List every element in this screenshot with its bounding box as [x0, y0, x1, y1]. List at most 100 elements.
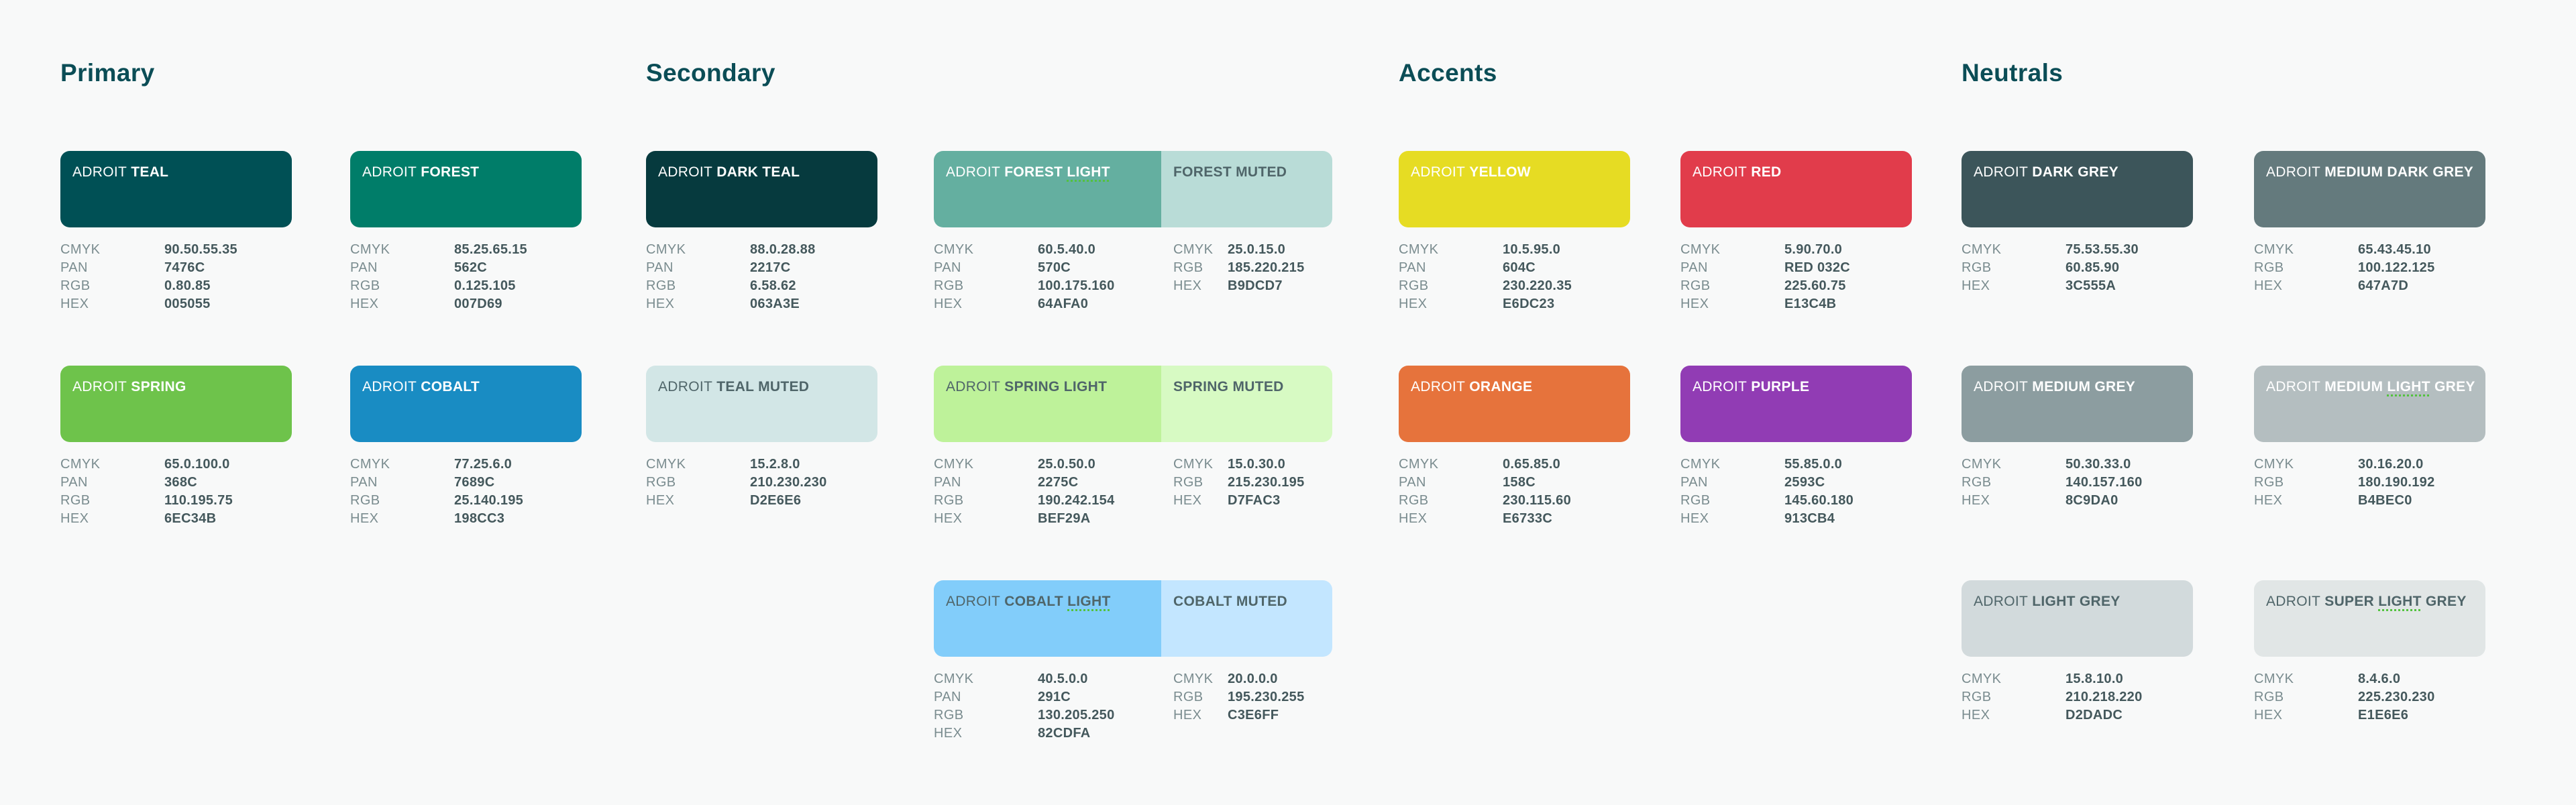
swatch-value-table: CMYK 40.5.0.0 PAN 291C RGB 130.205.250 HEX 82CD…	[934, 670, 1161, 743]
swatch-brand-prefix: ADROIT	[2266, 379, 2325, 394]
color-swatch: ADROIT SUPER LIGHT GREY	[2254, 580, 2485, 657]
swatch-color-name: RED	[1751, 164, 1782, 180]
value-text: 180.190.192	[2358, 475, 2435, 490]
spellcheck-squiggle: LIGHT	[1067, 594, 1111, 609]
value-format-label: PAN	[934, 690, 961, 704]
value-format-label: HEX	[646, 493, 675, 508]
value-row: RGB 180.190.192	[2254, 474, 2485, 492]
value-text: C3E6FF	[1228, 708, 1279, 722]
value-format-label: RGB	[1962, 475, 1992, 490]
value-format-label: PAN	[934, 260, 961, 275]
value-text: 60.5.40.0	[1038, 242, 1096, 257]
swatch-label: ADROIT TEAL	[72, 164, 280, 180]
swatch-color-name: DARK TEAL	[716, 164, 800, 180]
swatch-brand-prefix: ADROIT	[658, 164, 717, 180]
value-format-label: CMYK	[934, 672, 974, 686]
swatch-color-name: FOREST MUTED	[1173, 164, 1287, 180]
swatch-color-name: TEAL MUTED	[716, 379, 810, 394]
value-row: HEX D7FAC3	[1173, 492, 1332, 510]
value-text: 55.85.0.0	[1784, 457, 1843, 472]
value-text: 15.0.30.0	[1228, 457, 1286, 472]
value-format-label: PAN	[1680, 475, 1708, 490]
value-row: HEX 913CB4	[1680, 510, 1912, 528]
value-row: CMYK 20.0.0.0	[1173, 670, 1332, 688]
value-format-label: CMYK	[1680, 457, 1721, 472]
color-swatch-card: ADROIT TEAL CMYK 90.50.55.35 PAN 7476C RGB 0.…	[60, 151, 292, 313]
swatch-brand-prefix: ADROIT	[72, 379, 131, 394]
value-row: CMYK 88.0.28.88	[646, 241, 877, 259]
value-row: CMYK 90.50.55.35	[60, 241, 292, 259]
color-swatch: ADROIT DARK TEAL	[646, 151, 877, 227]
value-text: 063A3E	[750, 297, 800, 311]
value-format-label: CMYK	[350, 457, 390, 472]
value-row: PAN 604C	[1399, 259, 1630, 277]
value-row: HEX E1E6E6	[2254, 706, 2485, 724]
color-swatch-card: ADROIT FOREST LIGHT CMYK 60.5.40.0 PAN 570C…	[934, 151, 1161, 313]
section-title-accents: Accents	[1399, 59, 1497, 87]
color-swatch-card: ADROIT SUPER LIGHT GREY CMYK 8.4.6.0 RGB 22…	[2254, 580, 2485, 724]
value-text: 5.90.70.0	[1784, 242, 1843, 257]
value-text: 185.220.215	[1228, 260, 1305, 275]
value-row: HEX 063A3E	[646, 295, 877, 313]
swatch-color-name: MEDIUM LIGHT GREY	[2324, 379, 2475, 394]
value-text: 225.60.75	[1784, 278, 1846, 293]
swatch-label: ADROIT SPRING	[72, 379, 280, 395]
value-format-label: RGB	[60, 493, 91, 508]
value-format-label: HEX	[350, 297, 379, 311]
swatch-label: ADROIT YELLOW	[1411, 164, 1618, 180]
swatch-value-table: CMYK 77.25.6.0 PAN 7689C RGB 25.140.195 HEX 198…	[350, 455, 582, 528]
value-text: 0.65.85.0	[1503, 457, 1561, 472]
value-row: RGB 130.205.250	[934, 706, 1161, 724]
value-row: RGB 0.80.85	[60, 277, 292, 295]
value-format-label: HEX	[350, 511, 379, 526]
value-format-label: HEX	[934, 511, 963, 526]
color-swatch: ADROIT FOREST LIGHT	[934, 151, 1161, 227]
color-swatch-card: ADROIT COBALT LIGHT CMYK 40.5.0.0 PAN 291C R…	[934, 580, 1161, 743]
color-swatch: ADROIT RED	[1680, 151, 1912, 227]
value-text: 88.0.28.88	[750, 242, 816, 257]
color-swatch: ADROIT MEDIUM DARK GREY	[2254, 151, 2485, 227]
value-text: 562C	[454, 260, 488, 275]
value-format-label: PAN	[60, 260, 88, 275]
swatch-brand-prefix: ADROIT	[658, 379, 717, 394]
value-row: PAN RED 032C	[1680, 259, 1912, 277]
swatch-color-name: SPRING LIGHT	[1004, 379, 1108, 394]
swatch-label: ADROIT ORANGE	[1411, 379, 1618, 395]
swatch-label: COBALT MUTED	[1173, 594, 1320, 610]
swatch-color-name: FOREST	[421, 164, 480, 180]
swatch-label: SPRING MUTED	[1173, 379, 1320, 395]
value-row: HEX 8C9DA0	[1962, 492, 2193, 510]
color-swatch: ADROIT TEAL MUTED	[646, 366, 877, 442]
value-row: HEX D2E6E6	[646, 492, 877, 510]
color-swatch-card: ADROIT ORANGE CMYK 0.65.85.0 PAN 158C RGB 230…	[1399, 366, 1630, 528]
swatch-brand-prefix: ADROIT	[1693, 379, 1752, 394]
value-text: 8.4.6.0	[2358, 672, 2401, 686]
value-format-label: CMYK	[1173, 457, 1214, 472]
value-format-label: RGB	[1399, 278, 1429, 293]
value-row: RGB 230.115.60	[1399, 492, 1630, 510]
value-format-label: CMYK	[1173, 672, 1214, 686]
value-format-label: CMYK	[934, 457, 974, 472]
value-format-label: HEX	[1962, 278, 1990, 293]
value-text: 100.122.125	[2358, 260, 2435, 275]
value-row: CMYK 55.85.0.0	[1680, 455, 1912, 474]
color-swatch: SPRING MUTED	[1161, 366, 1332, 442]
value-format-label: CMYK	[2254, 457, 2294, 472]
value-format-label: RGB	[1962, 260, 1992, 275]
value-row: RGB 140.157.160	[1962, 474, 2193, 492]
value-row: PAN 368C	[60, 474, 292, 492]
swatch-color-name: SPRING MUTED	[1173, 379, 1284, 394]
section-title-secondary: Secondary	[646, 59, 775, 87]
value-text: E6DC23	[1503, 297, 1555, 311]
value-format-label: HEX	[1173, 278, 1202, 293]
swatch-brand-prefix: ADROIT	[362, 379, 421, 394]
value-row: RGB 110.195.75	[60, 492, 292, 510]
value-text: 40.5.0.0	[1038, 672, 1088, 686]
color-swatch-card: ADROIT YELLOW CMYK 10.5.95.0 PAN 604C RGB 230…	[1399, 151, 1630, 313]
swatch-label: ADROIT SUPER LIGHT GREY	[2266, 594, 2473, 610]
value-format-label: HEX	[934, 297, 963, 311]
value-row: RGB 6.58.62	[646, 277, 877, 295]
color-swatch: COBALT MUTED	[1161, 580, 1332, 657]
color-swatch-card: ADROIT DARK GREY CMYK 75.53.55.30 RGB 60.85…	[1962, 151, 2193, 295]
